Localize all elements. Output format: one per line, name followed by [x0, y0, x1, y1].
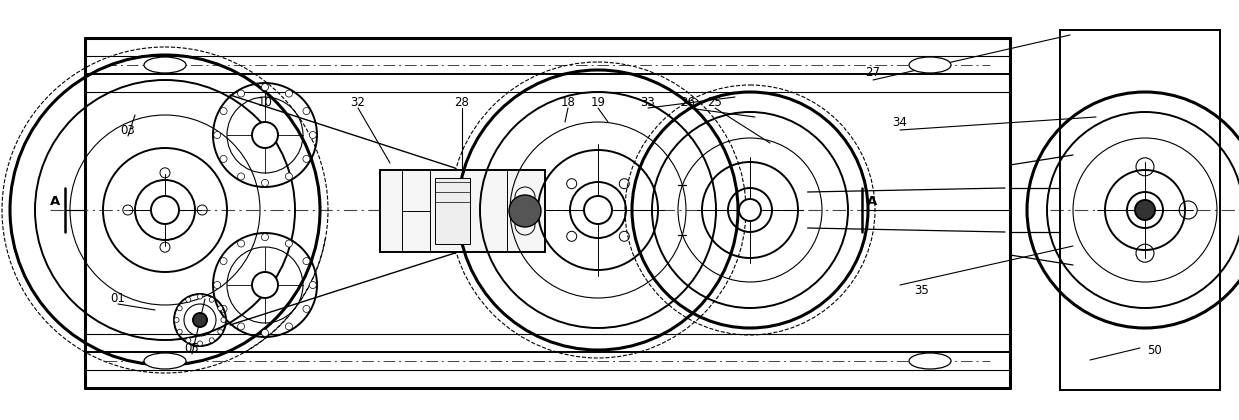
Text: 25: 25 — [707, 95, 722, 108]
Text: 18: 18 — [560, 95, 575, 108]
Circle shape — [213, 131, 221, 139]
Circle shape — [302, 257, 310, 265]
Text: 10: 10 — [258, 95, 273, 108]
Circle shape — [252, 272, 278, 298]
Circle shape — [238, 323, 244, 330]
Text: 33: 33 — [641, 95, 655, 108]
Circle shape — [186, 297, 191, 302]
Ellipse shape — [144, 57, 186, 73]
Circle shape — [177, 306, 182, 311]
Text: 03: 03 — [120, 123, 135, 136]
Circle shape — [221, 155, 227, 163]
Circle shape — [261, 179, 269, 186]
Circle shape — [285, 173, 292, 180]
Circle shape — [197, 341, 202, 346]
Circle shape — [285, 240, 292, 247]
Circle shape — [252, 122, 278, 148]
Text: 28: 28 — [455, 95, 470, 108]
Circle shape — [302, 155, 310, 163]
Circle shape — [218, 306, 223, 311]
Text: 35: 35 — [914, 284, 929, 297]
Circle shape — [186, 338, 191, 343]
Circle shape — [221, 108, 227, 115]
Circle shape — [310, 131, 316, 139]
Text: 50: 50 — [1147, 344, 1162, 357]
Circle shape — [509, 195, 541, 227]
Circle shape — [151, 196, 178, 224]
Circle shape — [584, 196, 612, 224]
Circle shape — [213, 281, 221, 289]
Circle shape — [310, 281, 316, 289]
Text: A: A — [50, 195, 59, 208]
Circle shape — [221, 305, 227, 312]
Circle shape — [261, 234, 269, 241]
Bar — [435, 178, 470, 244]
Text: A: A — [867, 195, 877, 208]
Circle shape — [238, 173, 244, 180]
Circle shape — [177, 329, 182, 334]
Circle shape — [197, 294, 202, 299]
Text: 05: 05 — [185, 341, 199, 354]
Circle shape — [285, 90, 292, 97]
Circle shape — [238, 240, 244, 247]
Circle shape — [209, 297, 214, 302]
Circle shape — [221, 318, 225, 323]
Circle shape — [302, 108, 310, 115]
Circle shape — [238, 90, 244, 97]
Circle shape — [175, 318, 180, 323]
Text: 32: 32 — [351, 95, 366, 108]
Circle shape — [218, 329, 223, 334]
Text: 26: 26 — [680, 95, 695, 108]
Circle shape — [261, 84, 269, 91]
Bar — [380, 170, 545, 252]
Ellipse shape — [909, 353, 952, 369]
Text: 19: 19 — [591, 95, 606, 108]
Circle shape — [193, 313, 207, 327]
Circle shape — [221, 257, 227, 265]
Text: 27: 27 — [866, 66, 881, 79]
Circle shape — [261, 329, 269, 336]
Ellipse shape — [144, 353, 186, 369]
Circle shape — [285, 323, 292, 330]
Circle shape — [1135, 200, 1155, 220]
Circle shape — [209, 338, 214, 343]
Circle shape — [302, 305, 310, 312]
Bar — [1061, 30, 1220, 390]
Text: 34: 34 — [892, 116, 907, 129]
Text: 01: 01 — [110, 291, 125, 304]
Circle shape — [738, 199, 761, 221]
Ellipse shape — [909, 57, 952, 73]
